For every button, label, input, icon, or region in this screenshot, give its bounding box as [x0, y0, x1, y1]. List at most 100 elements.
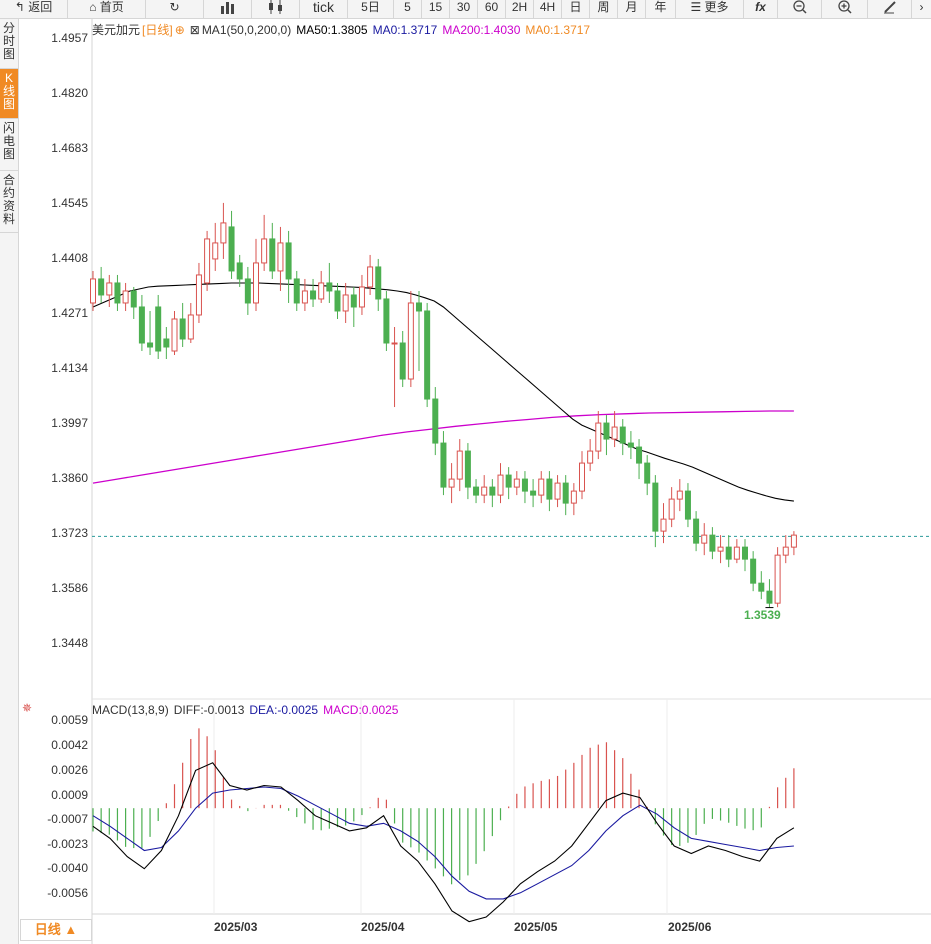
back-arrow-icon: ↰ [14, 0, 25, 14]
y-tick: 1.4820 [51, 86, 88, 100]
candle-body [684, 490, 691, 520]
candle-body [342, 294, 349, 312]
y-tick: 1.4957 [51, 31, 88, 45]
candle-body [285, 242, 292, 280]
more-tools-button[interactable]: › [912, 0, 931, 18]
candle-body [220, 222, 227, 244]
period-2h-button[interactable]: 2H [506, 0, 534, 18]
macd-legend: MACD(13,8,9) DIFF:-0.0013 DEA:-0.0025 MACD:… [92, 703, 403, 717]
back-button[interactable]: ↰ 返回 [0, 0, 68, 18]
candle-body [660, 518, 667, 532]
candle-body [562, 482, 569, 504]
macd-diff-line [92, 762, 795, 923]
x-tick: 2025/06 [668, 920, 712, 934]
ma0-value: MA0:1.3717 [372, 23, 438, 37]
candle-body [546, 478, 553, 500]
draw-button[interactable] [868, 0, 912, 18]
tick-button[interactable]: tick [300, 0, 348, 18]
fx-icon: fx [755, 0, 766, 14]
zoom-in-button[interactable] [822, 0, 868, 18]
period-30-button[interactable]: 30 [450, 0, 478, 18]
candle-body [147, 342, 154, 348]
candle-body [505, 474, 512, 488]
y-tick: 1.3448 [51, 636, 88, 650]
period-15-button[interactable]: 15 [422, 0, 450, 18]
ma-params: MA1(50,0,200,0) [201, 23, 292, 37]
y-tick: 1.3860 [51, 471, 88, 485]
candle-body [318, 282, 325, 300]
settings-icon[interactable]: ⊕ [174, 23, 185, 37]
home-button[interactable]: ⌂ 首页 [68, 0, 146, 18]
bar-chart-button[interactable] [204, 0, 252, 18]
macd-dea: DEA:-0.0025 [249, 703, 319, 717]
formula-button[interactable]: fx [744, 0, 778, 18]
candle-body [236, 262, 243, 280]
main-legend: 美元加元 [日线] ⊕ ⊠ MA1(50,0,200,0) MA50:1.3805 MA0:… [92, 21, 595, 38]
period-5day-button[interactable]: 5日 [348, 0, 394, 18]
candle-body [98, 278, 105, 296]
candle-body [513, 478, 520, 488]
period-month-button[interactable]: 月 [618, 0, 646, 18]
period-60-button[interactable]: 60 [478, 0, 506, 18]
candle-body [122, 290, 129, 304]
ma200-line [92, 410, 794, 484]
y-tick: 1.4271 [51, 306, 88, 320]
price-chart[interactable] [19, 19, 931, 944]
macd-title: MACD(13,8,9) [92, 703, 169, 717]
candle-body [530, 490, 537, 496]
toolbar: ↰ 返回 ⌂ 首页 ↻ tick 5日 5 15 30 60 2H 4H 日 周… [0, 0, 931, 19]
candle-body [701, 534, 708, 544]
candle-body [155, 306, 162, 352]
period-4h-button[interactable]: 4H [534, 0, 562, 18]
candle-body [554, 482, 561, 500]
candle-body [456, 450, 463, 480]
pencil-icon [883, 1, 896, 14]
sidebar-item-contract-info[interactable]: 合约资料 [0, 171, 18, 233]
period-day-button[interactable]: 日 [562, 0, 590, 18]
candlestick-button[interactable] [252, 0, 300, 18]
min-price-label: 1.3539 [744, 608, 781, 622]
candle-body [636, 446, 643, 464]
candle-body [627, 442, 634, 448]
candle-body [261, 238, 268, 264]
candle-body [497, 474, 504, 496]
zoom-out-icon [792, 0, 807, 14]
candle-body [367, 266, 374, 288]
candle-body [269, 238, 276, 272]
sidebar-item-time-chart[interactable]: 分时图 [0, 19, 18, 69]
more-button[interactable]: ☰ 更多 [676, 0, 744, 18]
period-5-button[interactable]: 5 [394, 0, 422, 18]
candle-body [383, 298, 390, 344]
y-tick: 1.3586 [51, 581, 88, 595]
y-tick: 1.4134 [51, 361, 88, 375]
bar-chart-icon [220, 2, 234, 14]
refresh-button[interactable]: ↻ [146, 0, 204, 18]
refresh-icon: ↻ [169, 0, 180, 14]
candle-body [758, 582, 765, 592]
period-week-button[interactable]: 周 [590, 0, 618, 18]
period-year-button[interactable]: 年 [646, 0, 676, 18]
home-icon: ⌂ [89, 0, 97, 14]
candle-body [766, 590, 773, 604]
candle-body [407, 302, 414, 380]
candle-body [587, 450, 594, 464]
candle-body [244, 278, 251, 304]
candle-body [106, 282, 113, 296]
macd-settings-icon[interactable]: ✵ [22, 701, 33, 715]
candle-body [212, 242, 219, 260]
sidebar-item-flash-chart[interactable]: 闪电图 [0, 119, 18, 171]
macd-y-tick: 0.0026 [51, 763, 88, 777]
sidebar-item-kline[interactable]: K线图 [0, 69, 18, 119]
y-tick: 1.4408 [51, 251, 88, 265]
candle-body [195, 274, 202, 316]
indicator-toggle-icon[interactable]: ⊠ [189, 23, 200, 37]
candle-body [187, 314, 194, 340]
candle-body [652, 482, 659, 532]
period-tab-daily[interactable]: 日线 ▲ [20, 919, 92, 941]
x-tick: 2025/04 [361, 920, 405, 934]
macd-y-tick: -0.0023 [47, 837, 88, 851]
candle-body [774, 554, 781, 604]
candle-body [391, 342, 398, 345]
zoom-out-button[interactable] [778, 0, 822, 18]
candle-body [90, 278, 96, 304]
